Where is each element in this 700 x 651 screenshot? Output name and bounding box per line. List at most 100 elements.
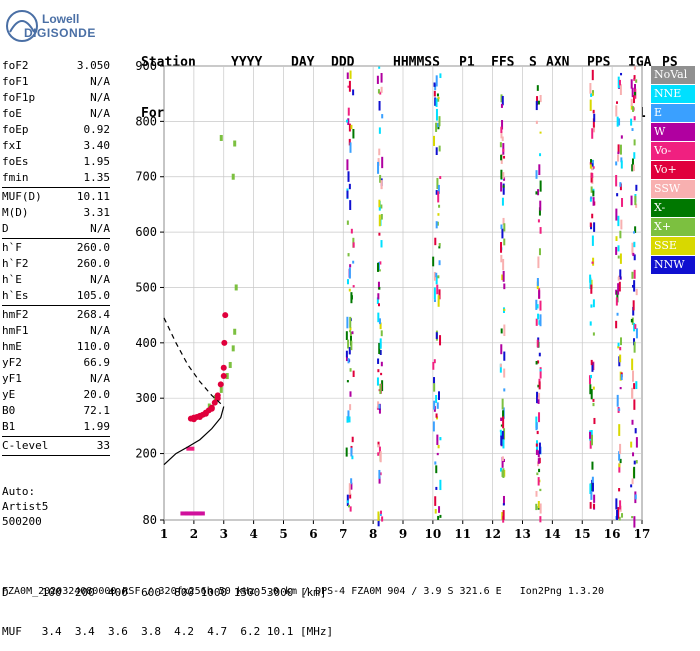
echo-mark — [591, 235, 594, 246]
echo-mark — [620, 374, 623, 381]
echo-mark — [349, 391, 352, 397]
echo-mark — [616, 290, 619, 303]
echo-mark — [349, 142, 352, 153]
param-row: yE 20.0 — [2, 387, 110, 403]
echo-mark — [434, 461, 437, 465]
echo-mark — [592, 197, 595, 206]
echo-mark — [433, 359, 436, 364]
echo-mark — [537, 458, 540, 464]
echo-mark — [437, 97, 440, 102]
echo-mark — [535, 449, 538, 455]
echo-mark — [590, 284, 593, 294]
param-separator — [2, 455, 110, 456]
echo-mark — [539, 516, 542, 523]
echo-mark — [539, 300, 542, 311]
echo-mark — [592, 386, 595, 390]
echo-mark — [379, 174, 382, 183]
echo-mark — [502, 458, 505, 463]
lowell-digisonde-logo: Lowell DIGISONDE — [2, 4, 132, 48]
echo-mark — [539, 200, 542, 211]
es-point — [180, 511, 189, 516]
echo-mark — [376, 262, 379, 272]
logo-line1: Lowell — [42, 12, 80, 26]
param-name: h`F2 — [2, 257, 29, 270]
echo-mark — [349, 70, 352, 79]
echo-mark — [592, 503, 595, 509]
echo-mark — [590, 304, 593, 308]
echo-mark — [377, 281, 380, 290]
echo-mark — [502, 495, 505, 505]
echo-mark — [537, 477, 540, 486]
echo-mark — [633, 280, 636, 292]
y-tick-label: 800 — [135, 114, 157, 128]
echo-mark — [502, 258, 505, 271]
echo-mark — [619, 387, 622, 390]
echo-mark — [437, 295, 440, 307]
x-tick-label: 14 — [544, 527, 561, 541]
echo-mark — [630, 118, 633, 126]
x-tick-label: 7 — [339, 527, 347, 541]
echo-mark — [500, 424, 503, 427]
param-separator — [2, 436, 110, 437]
echo-mark — [538, 207, 541, 216]
echo-mark — [378, 214, 381, 227]
echo-mark — [432, 361, 435, 370]
echo-mark — [437, 122, 440, 128]
echo-mark — [378, 286, 381, 290]
xplus-point — [219, 386, 223, 393]
param-name: foEs — [2, 155, 29, 168]
echo-mark — [633, 231, 636, 234]
echo-mark — [502, 510, 505, 520]
echo-mark — [438, 260, 441, 266]
echo-mark — [347, 118, 350, 125]
param-separator — [2, 238, 110, 239]
echo-mark — [433, 135, 436, 146]
echo-mark — [437, 444, 440, 449]
echo-mark — [589, 162, 592, 165]
echo-mark — [350, 482, 353, 490]
echo-mark — [348, 267, 351, 279]
legend-w-swatch: W — [651, 123, 695, 141]
echo-mark — [378, 148, 381, 156]
echo-mark — [377, 161, 380, 174]
echo-mark — [347, 85, 350, 88]
echo-mark — [346, 380, 349, 383]
param-value: 268.4 — [76, 308, 110, 321]
echo-mark — [590, 429, 593, 437]
echo-mark — [501, 513, 504, 517]
param-row: B1 1.99 — [2, 419, 110, 435]
legend-x-swatch: X+ — [651, 218, 695, 236]
echo-mark — [500, 254, 503, 263]
param-name: yF2 — [2, 356, 22, 369]
echo-mark — [350, 447, 353, 457]
echo-mark — [501, 456, 504, 468]
logo-emblem-icon — [6, 10, 38, 42]
echo-mark — [539, 227, 542, 234]
trace-point — [220, 364, 227, 371]
echo-mark — [538, 320, 541, 325]
echo-mark — [379, 472, 382, 476]
legend-nnw-swatch: NNW — [651, 256, 695, 274]
param-value: 1.99 — [83, 420, 111, 433]
echo-mark — [620, 337, 623, 346]
echo-mark — [631, 271, 634, 279]
echo-mark — [620, 135, 623, 139]
echo-mark — [537, 397, 540, 404]
echo-mark — [635, 460, 638, 464]
echo-mark — [377, 312, 380, 323]
echo-mark — [632, 164, 635, 172]
echo-mark — [348, 288, 351, 292]
echo-mark — [378, 269, 381, 272]
echo-mark — [634, 91, 637, 96]
echo-mark — [630, 441, 633, 448]
echo-mark — [635, 184, 638, 191]
echo-mark — [379, 91, 382, 95]
echo-mark — [591, 261, 594, 264]
echo-mark — [590, 159, 593, 163]
param-name: h`F — [2, 241, 22, 254]
echo-mark — [439, 479, 442, 491]
param-value: N/A — [90, 222, 110, 235]
echo-mark — [348, 416, 351, 423]
echo-mark — [538, 412, 541, 423]
echo-mark — [589, 431, 592, 439]
